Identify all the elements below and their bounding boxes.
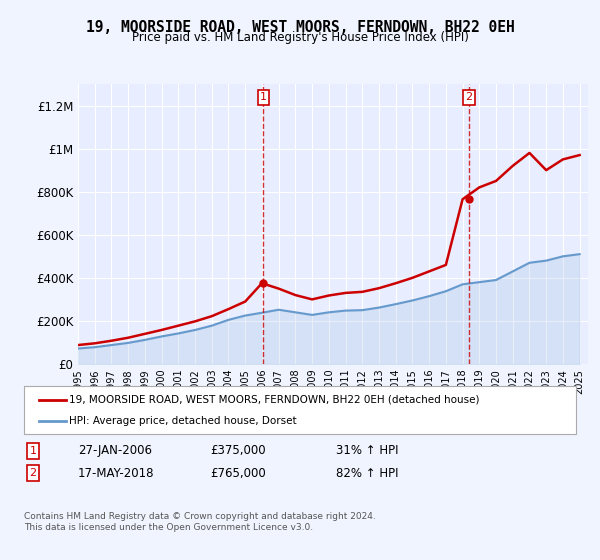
Text: 2: 2 [466, 92, 473, 102]
Text: 27-JAN-2006: 27-JAN-2006 [78, 444, 152, 458]
Text: £375,000: £375,000 [210, 444, 266, 458]
Text: Contains HM Land Registry data © Crown copyright and database right 2024.
This d: Contains HM Land Registry data © Crown c… [24, 512, 376, 532]
Text: 19, MOORSIDE ROAD, WEST MOORS, FERNDOWN, BH22 0EH: 19, MOORSIDE ROAD, WEST MOORS, FERNDOWN,… [86, 20, 514, 35]
Text: 17-MAY-2018: 17-MAY-2018 [78, 466, 155, 480]
Text: 19, MOORSIDE ROAD, WEST MOORS, FERNDOWN, BH22 0EH (detached house): 19, MOORSIDE ROAD, WEST MOORS, FERNDOWN,… [69, 395, 479, 405]
Text: 31% ↑ HPI: 31% ↑ HPI [336, 444, 398, 458]
Text: 82% ↑ HPI: 82% ↑ HPI [336, 466, 398, 480]
Text: 2: 2 [29, 468, 37, 478]
Text: 1: 1 [260, 92, 267, 102]
Text: Price paid vs. HM Land Registry's House Price Index (HPI): Price paid vs. HM Land Registry's House … [131, 31, 469, 44]
Text: £765,000: £765,000 [210, 466, 266, 480]
Text: HPI: Average price, detached house, Dorset: HPI: Average price, detached house, Dors… [69, 416, 296, 426]
Text: 1: 1 [29, 446, 37, 456]
